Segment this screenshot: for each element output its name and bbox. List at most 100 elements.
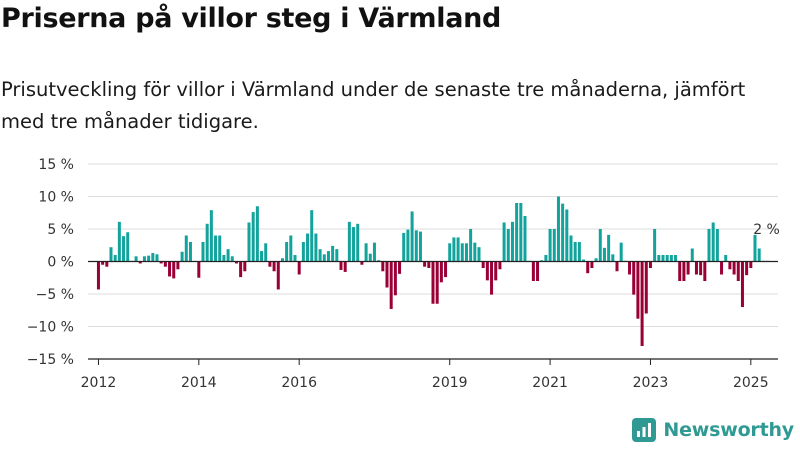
chart-bars (96, 196, 770, 346)
bar (297, 261, 301, 275)
bar (352, 227, 356, 262)
bar (201, 242, 205, 262)
x-tick-label: 2019 (432, 375, 468, 391)
bar (122, 236, 126, 262)
bar (611, 254, 615, 262)
y-tick-label: −15 % (27, 352, 74, 368)
y-tick-label: 15 % (38, 157, 74, 173)
bar (423, 261, 427, 267)
bar (598, 229, 602, 262)
bar (577, 242, 581, 262)
bar (180, 251, 184, 262)
bar (439, 261, 443, 283)
bar (607, 234, 611, 262)
bar (444, 261, 448, 278)
chart-axes (88, 260, 778, 365)
bar (678, 261, 682, 281)
value-annotation: 2 % (753, 222, 780, 238)
axis-labels: 15 % 10 % 5 % 0 % −5 % −10 % −15 % 2012 2014 2016… (27, 157, 780, 391)
bar-chart-icon (632, 418, 657, 442)
bar (222, 255, 226, 262)
bar (565, 209, 569, 262)
x-tick-label: 2012 (81, 375, 117, 391)
bar (372, 242, 376, 262)
bar (314, 233, 318, 262)
bar (172, 261, 176, 279)
bar (590, 261, 594, 268)
bar (510, 221, 514, 262)
bar (707, 229, 711, 262)
bar (523, 216, 527, 262)
y-tick-label: 5 % (47, 222, 74, 238)
bar (648, 261, 652, 268)
bar (728, 261, 732, 270)
bar (218, 235, 222, 262)
bar (686, 261, 690, 275)
bar (335, 249, 339, 262)
y-tick-label: 10 % (38, 190, 74, 206)
bar (293, 255, 297, 262)
brand-name: Newsworthy (663, 419, 794, 441)
bar (205, 223, 209, 262)
bar (460, 243, 464, 262)
bar (151, 253, 155, 262)
bar (234, 261, 238, 264)
bar (264, 243, 268, 262)
bar (260, 251, 264, 262)
bar (214, 235, 218, 262)
bar (322, 254, 326, 262)
bar (147, 255, 151, 262)
bar (280, 258, 284, 262)
bar (473, 242, 477, 262)
bar (582, 259, 586, 262)
bar (594, 258, 598, 262)
bar (724, 255, 728, 262)
bar (586, 261, 590, 274)
bar (753, 234, 757, 262)
bar (176, 261, 180, 270)
bar (490, 261, 494, 295)
bar (318, 249, 322, 262)
bar (749, 261, 753, 268)
bar (757, 248, 761, 262)
bar (452, 237, 456, 262)
bar (636, 261, 640, 319)
bar (715, 229, 719, 262)
bar (310, 210, 314, 262)
bar (285, 242, 289, 262)
bar (448, 243, 452, 262)
bar (477, 247, 481, 262)
bar (561, 203, 565, 262)
bar (184, 235, 188, 262)
x-tick-label: 2023 (633, 375, 669, 391)
bar (276, 261, 280, 290)
bar (272, 261, 276, 272)
bar (197, 261, 201, 278)
bar (113, 255, 117, 262)
x-tick-label: 2021 (532, 375, 568, 391)
bar (619, 242, 623, 262)
bar (657, 255, 661, 262)
bar (109, 247, 113, 262)
page-subtitle: Prisutveckling för villor i Värmland und… (1, 78, 746, 133)
bar (105, 261, 109, 267)
bar (142, 256, 146, 262)
bar (469, 229, 473, 262)
bar (134, 256, 138, 262)
bar (226, 249, 230, 262)
x-tick-label: 2016 (281, 375, 317, 391)
bar (209, 210, 213, 262)
bar (385, 261, 389, 288)
bar (552, 229, 556, 262)
bar (519, 203, 523, 262)
bar (418, 231, 422, 262)
bar (243, 261, 247, 272)
bar (573, 242, 577, 262)
bar (331, 245, 335, 262)
bar (96, 261, 100, 290)
bar (669, 255, 673, 262)
bar (364, 243, 368, 262)
bar (602, 247, 606, 262)
bar (665, 255, 669, 262)
y-tick-label: −10 % (27, 320, 74, 336)
